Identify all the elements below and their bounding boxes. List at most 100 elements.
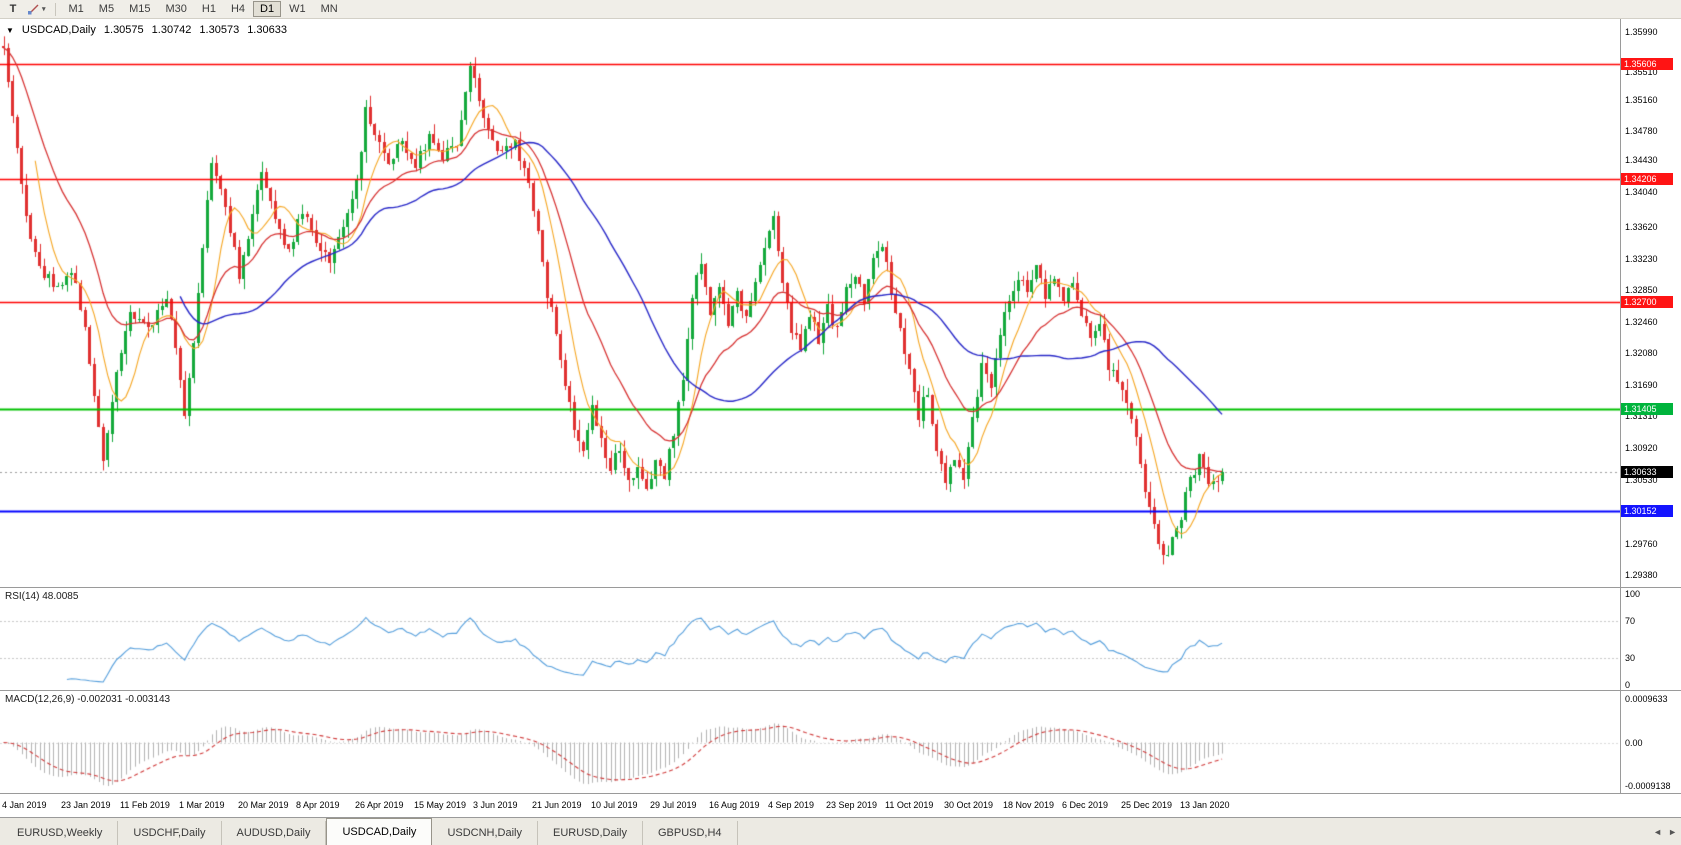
price-level-badge: 1.34206 [1621, 172, 1673, 185]
price-axis-tick: 1.32850 [1625, 284, 1658, 295]
chart-tab-usdchf-daily[interactable]: USDCHF,Daily [118, 821, 222, 845]
date-axis-label: 8 Apr 2019 [296, 800, 340, 810]
timeframe-button-h1[interactable]: H1 [201, 3, 216, 15]
tab-scroll-arrows: ◄ ► [1653, 825, 1677, 839]
date-axis-label: 13 Jan 2020 [1180, 800, 1230, 810]
timeframe-button-w1[interactable]: W1 [289, 3, 306, 15]
text-tool-icon: T [9, 3, 17, 15]
price-axis-tick: 1.31690 [1625, 380, 1658, 391]
macd-axis-tick: 0.0009633 [1625, 694, 1668, 704]
macd-panel-canvas[interactable] [0, 691, 1620, 794]
dropdown-caret-icon: ▾ [42, 6, 46, 13]
ohlc-high-value: 1.30742 [151, 24, 192, 36]
macd-indicator-label: MACD(12,26,9) -0.002031 -0.003143 [5, 694, 170, 705]
date-axis-label: 11 Oct 2019 [885, 800, 934, 810]
macd-axis-tick: -0.0009138 [1625, 781, 1671, 791]
date-axis-label: 15 May 2019 [414, 800, 467, 810]
chart-tab-usdcnh-daily[interactable]: USDCNH,Daily [432, 821, 538, 845]
chart-title-bar: ▼ USDCAD,Daily 1.30575 1.30742 1.30573 1… [6, 24, 287, 36]
rsi-axis-tick: 70 [1625, 616, 1636, 627]
price-level-badge: 1.30152 [1621, 505, 1673, 518]
date-axis-divider [0, 793, 1681, 794]
timeframe-button-m5[interactable]: M5 [98, 3, 115, 15]
rsi-macd-panel-divider[interactable] [0, 690, 1681, 691]
price-axis-tick: 1.35510 [1625, 66, 1658, 77]
timeframe-button-m1[interactable]: M1 [68, 3, 84, 15]
text-tool-button[interactable]: T [3, 1, 23, 18]
date-axis-label: 16 Aug 2019 [709, 800, 760, 810]
chart-tab-eurusd-weekly[interactable]: EURUSD,Weekly [2, 821, 119, 845]
date-axis-label: 25 Dec 2019 [1121, 800, 1173, 810]
chart-tab-eurusd-daily[interactable]: EURUSD,Daily [538, 821, 643, 845]
date-axis-label: 10 Jul 2019 [591, 800, 638, 810]
rsi-indicator-label: RSI(14) 48.0085 [5, 591, 78, 602]
date-axis-label: 29 Jul 2019 [650, 800, 697, 810]
price-axis-tick: 1.33230 [1625, 253, 1658, 264]
rsi-name: RSI(14) [5, 591, 40, 602]
chart-tab-gbpusd-h4[interactable]: GBPUSD,H4 [643, 821, 738, 845]
price-axis-tick: 1.29760 [1625, 538, 1658, 549]
timeframe-button-mn[interactable]: MN [320, 3, 338, 15]
price-axis-tick: 1.30920 [1625, 443, 1658, 454]
price-axis-border [1620, 19, 1621, 793]
timeframe-button-h4[interactable]: H4 [230, 3, 246, 15]
price-level-badge: 1.32700 [1621, 296, 1673, 309]
price-axis-tick: 1.35160 [1625, 95, 1658, 106]
rsi-axis-tick: 0 [1625, 680, 1631, 690]
chart-tab-usdcad-daily[interactable]: USDCAD,Daily [326, 818, 433, 845]
ohlc-open-value: 1.30575 [103, 24, 144, 36]
main-chart-canvas[interactable] [0, 19, 1620, 588]
timeframe-button-m15[interactable]: M15 [129, 3, 151, 15]
date-axis-label: 6 Dec 2019 [1062, 800, 1109, 810]
tab-scroll-left-icon[interactable]: ◄ [1653, 827, 1663, 837]
timeframe-button-d1[interactable]: D1 [253, 1, 282, 17]
rsi-axis-tick: 30 [1625, 652, 1636, 663]
macd-signal-value: -0.003143 [125, 694, 171, 705]
main-rsi-panel-divider[interactable] [0, 587, 1681, 588]
top-toolbar: T ▾ M1 M5 M15 M30 H1 H4 D1 W1 MN [0, 0, 1681, 19]
macd-main-value: -0.002031 [77, 694, 123, 705]
chart-menu-icon[interactable]: ▼ [6, 25, 14, 35]
price-level-badge: 1.31405 [1621, 402, 1673, 415]
date-axis-label: 3 Jun 2019 [473, 800, 518, 810]
rsi-current-value: 48.0085 [42, 591, 79, 602]
date-axis-label: 21 Jun 2019 [532, 800, 582, 810]
price-axis-tick: 1.34040 [1625, 187, 1658, 198]
price-axis-tick: 1.35990 [1625, 27, 1658, 38]
date-axis-label: 11 Feb 2019 [120, 800, 170, 810]
timeframe-button-group: M1 M5 M15 M30 H1 H4 D1 W1 MN [62, 1, 345, 17]
ohlc-close-value: 1.30633 [247, 24, 287, 36]
price-axis-tick: 1.31310 [1625, 411, 1658, 422]
timeframe-button-m30[interactable]: M30 [165, 3, 187, 15]
date-axis-label: 23 Jan 2019 [61, 800, 111, 810]
price-axis-tick: 1.34780 [1625, 126, 1658, 137]
price-axis-tick: 1.30530 [1625, 475, 1658, 486]
rsi-panel-canvas[interactable] [0, 588, 1620, 691]
chart-tab-audusd-daily[interactable]: AUDUSD,Daily [222, 821, 327, 845]
macd-axis-tick: 0.00 [1625, 737, 1643, 748]
price-level-badge: 1.35606 [1621, 57, 1673, 70]
current-price-badge: 1.30633 [1621, 465, 1673, 478]
drawing-tools-icon [28, 4, 39, 14]
date-axis-label: 4 Sep 2019 [768, 800, 815, 810]
price-axis-tick: 1.33620 [1625, 221, 1658, 232]
chart-tab-bar: EURUSD,Weekly USDCHF,Daily AUDUSD,Daily USD… [0, 817, 1681, 845]
rsi-axis-tick: 100 [1625, 589, 1641, 599]
price-axis-tick: 1.32080 [1625, 348, 1658, 359]
date-axis-label: 1 Mar 2019 [179, 800, 225, 810]
drawing-tools-button[interactable]: ▾ [24, 1, 49, 18]
chart-symbol-label: USDCAD,Daily [21, 24, 96, 36]
tab-scroll-right-icon[interactable]: ► [1668, 827, 1677, 837]
ohlc-low-value: 1.30573 [199, 24, 240, 36]
date-axis-label: 4 Jan 2019 [2, 800, 47, 810]
price-axis-tick: 1.32460 [1625, 316, 1658, 327]
toolbar-separator [54, 2, 56, 16]
date-axis-label: 20 Mar 2019 [238, 800, 289, 810]
macd-name: MACD(12,26,9) [5, 694, 75, 705]
date-axis-label: 23 Sep 2019 [826, 800, 878, 810]
price-axis-tick: 1.29380 [1625, 569, 1658, 580]
price-axis-tick: 1.34430 [1625, 155, 1658, 166]
date-axis-label: 18 Nov 2019 [1003, 800, 1055, 810]
date-axis-label: 26 Apr 2019 [355, 800, 404, 810]
